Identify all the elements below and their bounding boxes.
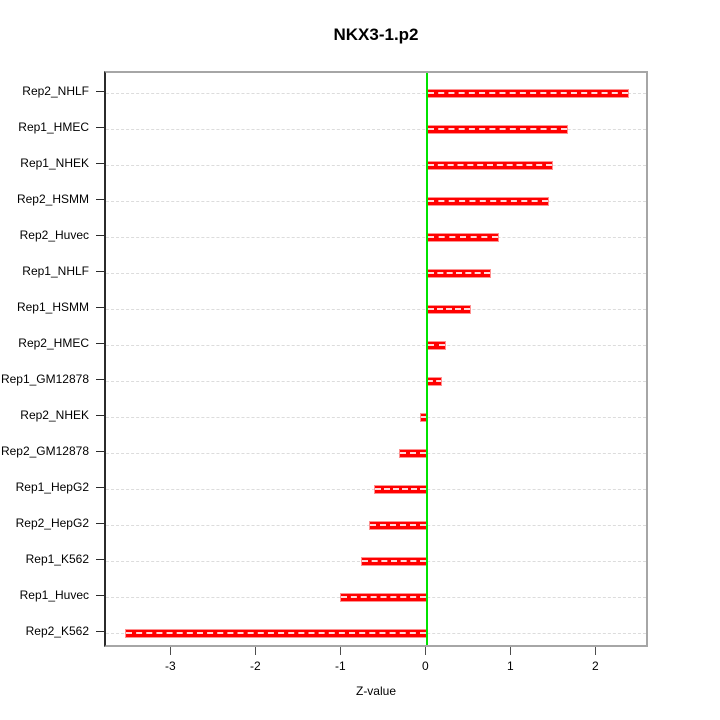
x-tick-label: -2 <box>249 659 261 673</box>
bar <box>427 88 629 98</box>
bar <box>427 268 492 278</box>
bar <box>339 592 428 602</box>
x-axis-label: Z-value <box>355 684 396 698</box>
x-tick-label: -1 <box>334 659 346 673</box>
row-gridline <box>106 380 646 382</box>
y-tick-label: Rep1_NHEK <box>20 156 89 171</box>
y-tick-label: Rep2_GM12878 <box>0 444 89 459</box>
bar <box>124 628 428 638</box>
bar <box>427 376 442 386</box>
row-gridline <box>106 308 646 310</box>
y-axis-tick <box>96 486 104 488</box>
bar-center-dashes <box>374 488 427 491</box>
bar-center-dashes <box>428 200 548 203</box>
row-gridline <box>106 344 646 346</box>
y-axis-tick <box>96 270 104 272</box>
row-gridline <box>106 164 646 166</box>
x-axis-tick <box>254 647 256 655</box>
y-tick-label: Rep2_Huvec <box>19 228 89 243</box>
bar-center-dashes <box>400 452 427 455</box>
y-tick-label: Rep1_HMEC <box>18 120 89 135</box>
y-axis-tick <box>96 522 104 524</box>
bar-center-dashes <box>428 236 498 239</box>
x-axis-tick <box>169 647 171 655</box>
x-tick-label: -3 <box>164 659 176 673</box>
y-axis-tick <box>96 414 104 416</box>
row-gridline <box>106 236 646 238</box>
zero-reference-line <box>426 73 429 645</box>
y-axis-tick <box>96 234 104 236</box>
x-tick-label: 1 <box>506 659 514 673</box>
bar-center-dashes <box>428 128 567 131</box>
y-tick-label: Rep2_HMEC <box>18 336 89 351</box>
bar-center-dashes <box>420 416 427 419</box>
bar <box>427 304 471 314</box>
bar-center-dashes <box>369 524 427 527</box>
y-axis-tick <box>96 126 104 128</box>
x-tick-label: 0 <box>421 659 429 673</box>
bar-center-dashes <box>428 308 470 311</box>
y-axis-tick <box>96 630 104 632</box>
y-axis-tick <box>96 162 104 164</box>
row-gridline <box>106 452 646 454</box>
y-tick-label: Rep1_Huvec <box>19 588 89 603</box>
bar <box>427 160 554 170</box>
bar <box>427 340 446 350</box>
bar <box>361 556 428 566</box>
row-gridline <box>106 128 646 130</box>
bar <box>427 124 568 134</box>
bar-center-dashes <box>428 92 628 95</box>
bar-center-dashes <box>362 560 427 563</box>
bar-center-dashes <box>428 164 553 167</box>
x-axis-tick <box>339 647 341 655</box>
x-axis-tick <box>509 647 511 655</box>
y-tick-label: Rep1_HepG2 <box>15 480 89 495</box>
y-tick-label: Rep1_GM12878 <box>0 372 89 387</box>
y-axis-tick <box>96 450 104 452</box>
bar <box>427 232 499 242</box>
row-gridline <box>106 416 646 418</box>
y-axis-tick <box>96 198 104 200</box>
bar-center-dashes <box>428 380 441 383</box>
y-tick-label: Rep1_HSMM <box>16 300 89 315</box>
bar-center-dashes <box>125 632 427 635</box>
y-axis-tick <box>96 594 104 596</box>
row-gridline <box>106 272 646 274</box>
y-axis-tick <box>96 90 104 92</box>
bar-center-dashes <box>428 344 445 347</box>
plot-area <box>104 71 648 647</box>
y-axis-tick <box>96 342 104 344</box>
x-axis-tick <box>594 647 596 655</box>
bar-center-dashes <box>340 596 427 599</box>
bar-center-dashes <box>428 272 491 275</box>
y-tick-label: Rep1_K562 <box>25 552 89 567</box>
bar <box>373 484 428 494</box>
y-tick-label: Rep2_HSMM <box>16 192 89 207</box>
bar <box>399 448 428 458</box>
y-axis-tick <box>96 306 104 308</box>
x-tick-label: 2 <box>591 659 599 673</box>
bar <box>427 196 549 206</box>
chart-title: NKX3-1.p2 <box>333 25 419 44</box>
y-tick-label: Rep2_K562 <box>25 624 89 639</box>
y-tick-label: Rep2_NHEK <box>20 408 89 423</box>
bar <box>368 520 428 530</box>
x-axis-tick <box>424 647 426 655</box>
y-tick-label: Rep2_NHLF <box>22 84 89 99</box>
y-axis-tick <box>96 378 104 380</box>
y-axis-tick <box>96 558 104 560</box>
y-tick-label: Rep1_NHLF <box>22 264 89 279</box>
row-gridline <box>106 92 646 94</box>
row-gridline <box>106 200 646 202</box>
y-tick-label: Rep2_HepG2 <box>15 516 89 531</box>
